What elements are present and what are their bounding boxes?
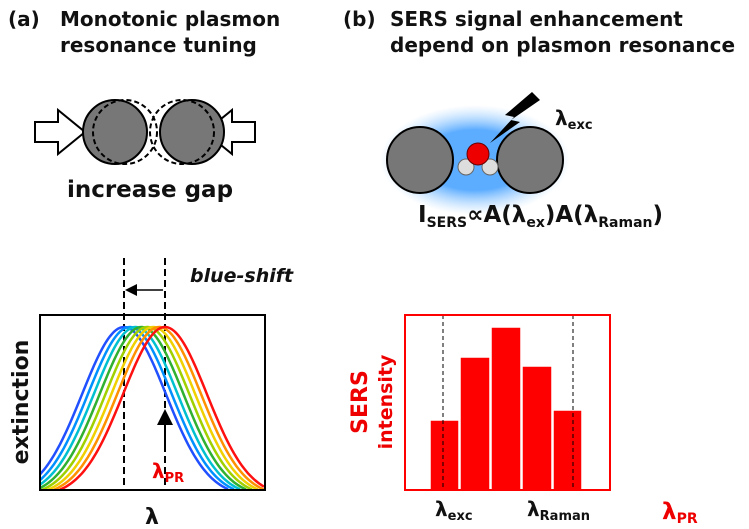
title: SERS signal enhancement (390, 7, 683, 31)
title: Monotonic plasmon (60, 7, 280, 31)
title: resonance tuning (60, 33, 257, 57)
shift-label: blue-shift (190, 265, 294, 287)
y-label: intensity (375, 354, 397, 449)
excitation-label: λexc (555, 106, 593, 133)
x-label: λ (145, 505, 159, 529)
axis-label: λPR (662, 499, 698, 527)
y-label: extinction (9, 340, 34, 465)
figure: (a) Monotonic plasmon resonance tuning i… (0, 0, 749, 529)
peak-label: λPR (152, 459, 184, 486)
sers-bars (430, 327, 582, 490)
title: depend on plasmon resonance (390, 33, 735, 57)
sers-particles (380, 92, 570, 215)
y-label: SERS (348, 370, 373, 434)
panel-label: (a) (8, 7, 40, 31)
particles (35, 100, 255, 164)
caption: increase gap (67, 177, 233, 203)
panel-label: (b) (343, 7, 376, 31)
x-label: λRaman (527, 497, 590, 524)
x-label: λexc (435, 497, 473, 524)
